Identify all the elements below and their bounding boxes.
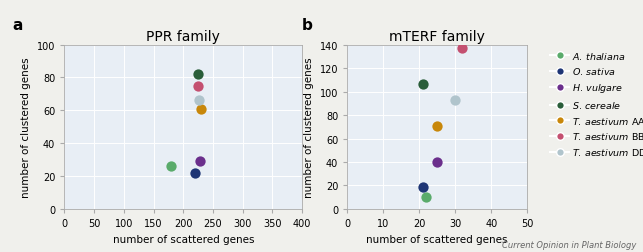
Y-axis label: number of clustered genes: number of clustered genes: [304, 57, 314, 197]
Point: [190, 171, 200, 175]
Point: [457, 47, 467, 51]
Point: [432, 160, 442, 164]
Point: [192, 84, 203, 88]
Point: [166, 165, 176, 169]
Point: [418, 83, 428, 87]
Legend: $\it{A.\/thaliana}$, $\it{O.\/sativa}$, $\it{H.\/vulgare}$, $\it{S.\/cereale}$, : $\it{A.\/thaliana}$, $\it{O.\/sativa}$, …: [547, 47, 643, 161]
Point: [196, 107, 206, 111]
Point: [450, 98, 460, 102]
X-axis label: number of scattered genes: number of scattered genes: [113, 234, 254, 244]
Title: mTERF family: mTERF family: [389, 30, 485, 44]
Text: a: a: [13, 18, 23, 33]
Point: [432, 124, 442, 128]
Text: Current Opinion in Plant Biology: Current Opinion in Plant Biology: [502, 240, 637, 249]
Point: [192, 73, 203, 77]
Point: [421, 196, 431, 200]
Point: [194, 99, 204, 103]
X-axis label: number of scattered genes: number of scattered genes: [367, 234, 508, 244]
Text: b: b: [302, 18, 313, 33]
Point: [195, 160, 205, 164]
Y-axis label: number of clustered genes: number of clustered genes: [21, 57, 32, 197]
Title: PPR family: PPR family: [147, 30, 220, 44]
Point: [418, 185, 428, 189]
